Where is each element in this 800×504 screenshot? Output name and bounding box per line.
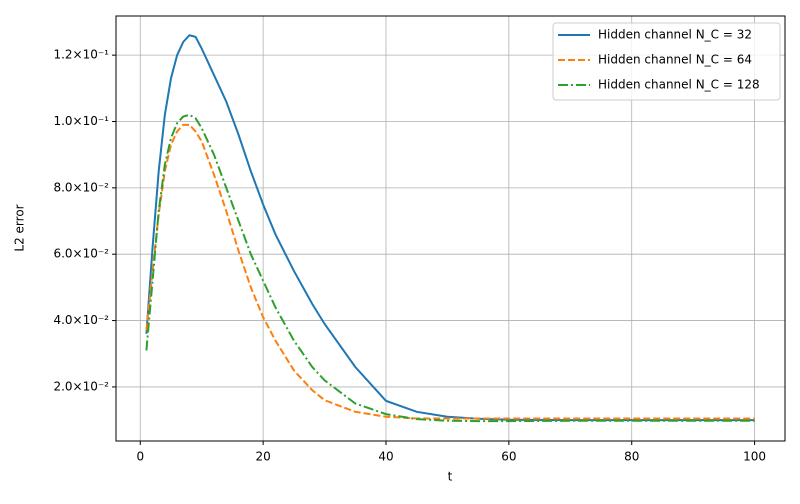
x-tick-label: 20	[255, 450, 270, 464]
x-tick-label: 0	[136, 450, 144, 464]
data-line	[145, 123, 755, 420]
y-tick-label: 6.0×10⁻²	[53, 247, 109, 261]
y-tick-label: 1.0×10⁻¹	[53, 114, 109, 128]
x-tick-label: 40	[378, 450, 393, 464]
legend-label: Hidden channel N_C = 32	[598, 28, 752, 42]
x-tick-label: 100	[743, 450, 766, 464]
legend-label: Hidden channel N_C = 64	[598, 53, 752, 67]
x-tick-label: 60	[501, 450, 516, 464]
legend-box	[552, 22, 781, 101]
x-axis-label: t	[448, 470, 453, 484]
legend-label: Hidden channel N_C = 128	[598, 78, 760, 92]
y-axis-label: L2 error	[13, 204, 27, 251]
x-tick-label: 80	[624, 450, 639, 464]
data-line	[145, 113, 755, 423]
y-tick-label: 8.0×10⁻²	[53, 180, 109, 194]
plot-frame	[115, 15, 786, 442]
y-tick-label: 4.0×10⁻²	[53, 313, 109, 327]
y-tick-label: 2.0×10⁻²	[53, 379, 109, 393]
y-tick-label: 1.2×10⁻¹	[53, 48, 109, 62]
